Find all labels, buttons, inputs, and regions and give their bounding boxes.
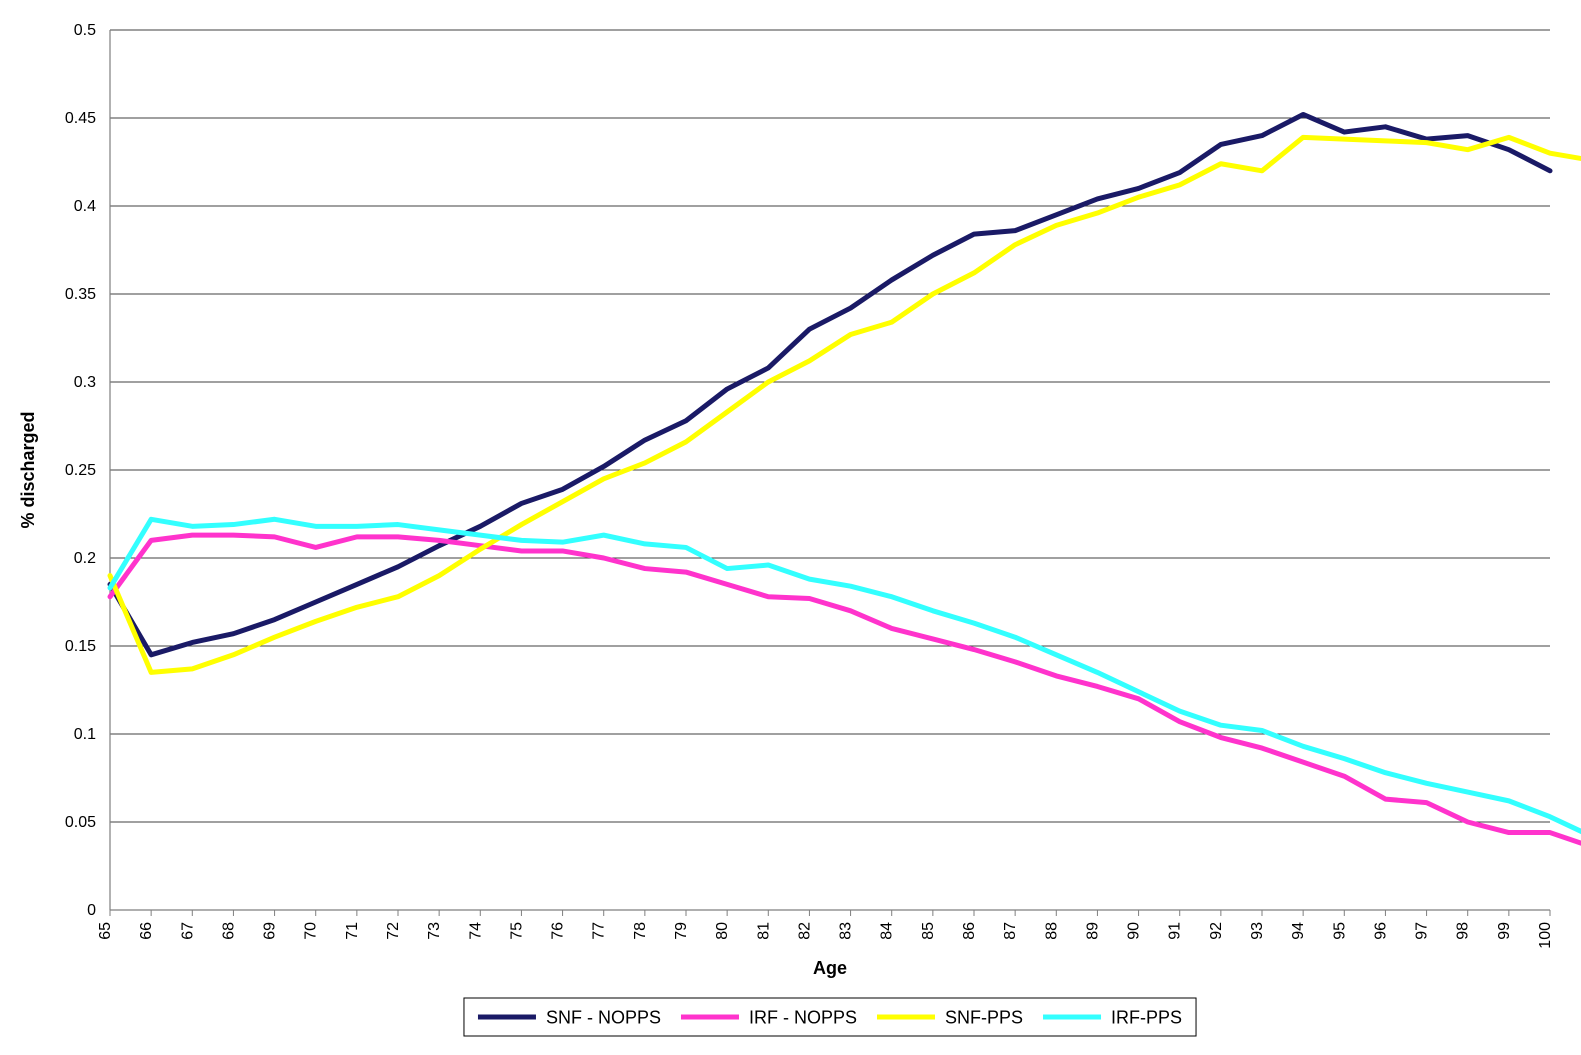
x-tick-label: 69 — [262, 922, 279, 940]
y-tick-label: 0.4 — [74, 198, 96, 215]
y-tick-label: 0.5 — [74, 22, 96, 39]
legend-label: IRF-PPS — [1111, 1007, 1182, 1027]
y-tick-label: 0.1 — [74, 726, 96, 743]
x-tick-label: 84 — [879, 922, 896, 940]
x-tick-label: 67 — [179, 922, 196, 940]
y-tick-label: 0.25 — [65, 462, 96, 479]
legend-swatch — [1043, 1015, 1101, 1020]
x-tick-label: 91 — [1167, 922, 1184, 940]
x-tick-label: 74 — [467, 922, 484, 940]
x-tick-label: 97 — [1414, 922, 1431, 940]
legend-swatch — [478, 1015, 536, 1020]
x-tick-label: 71 — [344, 922, 361, 940]
x-tick-label: 89 — [1084, 922, 1101, 940]
x-tick-label: 85 — [920, 922, 937, 940]
x-tick-label: 82 — [796, 922, 813, 940]
legend-label: IRF - NOPPS — [749, 1007, 857, 1027]
legend: SNF - NOPPS IRF - NOPPS SNF-PPS IRF-PPS — [464, 998, 1196, 1036]
x-tick-label: 73 — [426, 922, 443, 940]
x-tick-label: 65 — [97, 922, 114, 940]
x-tick-label: 96 — [1372, 922, 1389, 940]
x-tick-label: 86 — [961, 922, 978, 940]
y-tick-label: 0.3 — [74, 374, 96, 391]
x-tick-label: 66 — [138, 922, 155, 940]
legend-swatch — [681, 1015, 739, 1020]
x-tick-label: 76 — [550, 922, 567, 940]
x-tick-label: 95 — [1331, 922, 1348, 940]
x-tick-label: 68 — [220, 922, 237, 940]
x-tick-label: 93 — [1249, 922, 1266, 940]
y-tick-label: 0.15 — [65, 638, 96, 655]
x-tick-label: 70 — [303, 922, 320, 940]
y-tick-label: 0.05 — [65, 814, 96, 831]
y-tick-label: 0.35 — [65, 286, 96, 303]
y-axis-label: % discharged — [18, 411, 38, 528]
legend-swatch — [877, 1015, 935, 1020]
x-axis-label: Age — [813, 958, 847, 978]
x-tick-label: 94 — [1290, 922, 1307, 940]
y-tick-label: 0.2 — [74, 550, 96, 567]
line-chart: 0 0.05 0.1 0.15 0.2 0.25 0.3 0.35 0.4 0.45 0.5 65 66… — [0, 0, 1581, 1055]
x-tick-label: 77 — [591, 922, 608, 940]
x-tick-label: 98 — [1455, 922, 1472, 940]
x-tick-label: 79 — [673, 922, 690, 940]
x-tick-label: 81 — [755, 922, 772, 940]
x-tick-label: 75 — [508, 922, 525, 940]
x-tick-label: 88 — [1043, 922, 1060, 940]
y-tick-label: 0 — [87, 902, 96, 919]
x-tick-label: 99 — [1496, 922, 1513, 940]
x-tick-label: 80 — [714, 922, 731, 940]
y-tick-label: 0.45 — [65, 110, 96, 127]
x-tick-label: 92 — [1208, 922, 1225, 940]
x-tick-label: 90 — [1126, 922, 1143, 940]
x-tick-label: 100 — [1537, 922, 1554, 949]
legend-label: SNF-PPS — [945, 1007, 1023, 1027]
x-tick-label: 72 — [385, 922, 402, 940]
x-tick-label: 87 — [1002, 922, 1019, 940]
x-tick-label: 83 — [838, 922, 855, 940]
x-tick-label: 78 — [632, 922, 649, 940]
legend-label: SNF - NOPPS — [546, 1007, 661, 1027]
